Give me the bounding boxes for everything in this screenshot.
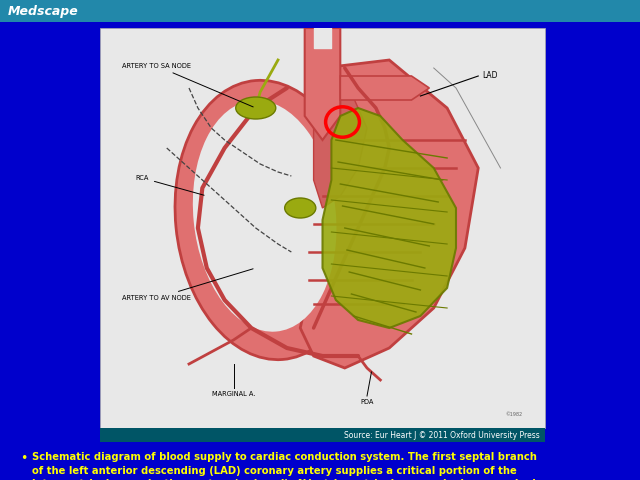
- Bar: [0, 0, 640, 22]
- Text: ARTERY TO AV NODE: ARTERY TO AV NODE: [122, 269, 253, 301]
- Text: LAD: LAD: [483, 72, 498, 81]
- Bar: [100, 28, 545, 428]
- Text: of the left anterior descending (LAD) coronary artery supplies a critical portio: of the left anterior descending (LAD) co…: [32, 466, 516, 476]
- Text: ©1982: ©1982: [506, 412, 523, 417]
- Ellipse shape: [175, 80, 363, 360]
- Bar: [100, 428, 545, 442]
- Text: interventricular conduction system (red oval). AV, atrioventricular; marginal a.: interventricular conduction system (red …: [32, 479, 536, 480]
- Text: •: •: [20, 452, 28, 465]
- Text: RCA: RCA: [136, 175, 204, 195]
- Text: MARGINAL A.: MARGINAL A.: [212, 391, 255, 397]
- Ellipse shape: [285, 198, 316, 218]
- Text: Schematic diagram of blood supply to cardiac conduction system. The first septal: Schematic diagram of blood supply to car…: [32, 452, 537, 462]
- Ellipse shape: [193, 100, 337, 332]
- Polygon shape: [300, 60, 478, 368]
- Text: ARTERY TO SA NODE: ARTERY TO SA NODE: [122, 63, 253, 107]
- Polygon shape: [314, 88, 367, 208]
- Text: PDA: PDA: [360, 399, 374, 405]
- Ellipse shape: [236, 97, 276, 119]
- Polygon shape: [305, 28, 340, 140]
- Text: Source: Eur Heart J © 2011 Oxford University Press: Source: Eur Heart J © 2011 Oxford Univer…: [344, 431, 540, 440]
- Polygon shape: [323, 108, 456, 328]
- Text: Medscape: Medscape: [8, 4, 79, 17]
- Polygon shape: [340, 76, 429, 100]
